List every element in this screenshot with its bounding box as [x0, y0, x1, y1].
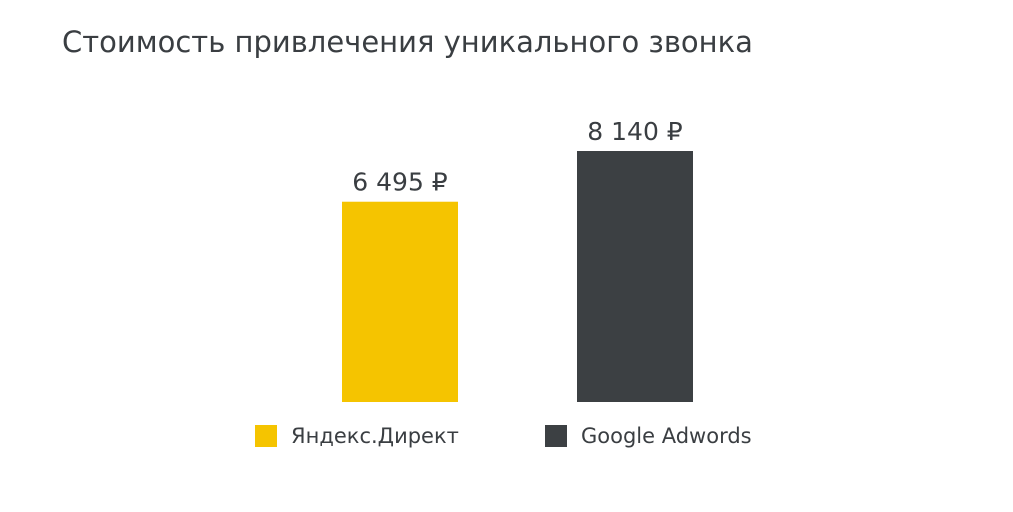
value-label: 8 140 ₽ [587, 117, 683, 146]
bar [342, 201, 458, 402]
legend-swatch [545, 425, 567, 447]
legend-swatch [255, 425, 277, 447]
legend-label: Google Adwords [581, 424, 752, 448]
legend-label: Яндекс.Директ [291, 424, 459, 448]
chart-title: Стоимость привлечения уникального звонка [62, 25, 753, 59]
value-label: 6 495 ₽ [352, 168, 448, 197]
bar [577, 151, 693, 402]
